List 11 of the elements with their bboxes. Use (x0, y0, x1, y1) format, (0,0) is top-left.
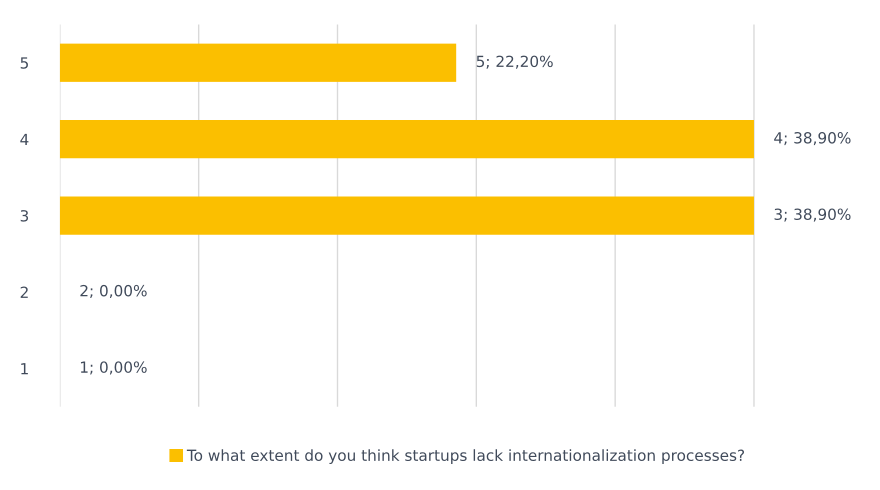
y-tick-label: 2 (20, 286, 28, 298)
text: 1; 0,00% (80, 361, 147, 374)
text: 3; 38,90% (774, 208, 851, 222)
y-tick-label: 4 (20, 134, 28, 145)
y-tick-label: 1 (21, 363, 28, 374)
text: 4; 38,90% (774, 132, 851, 146)
legend-label: To what extent do you think startups lack internationalization processes? (186, 449, 744, 464)
y-tick-label: 5 (20, 57, 28, 69)
text: 2; 0,00% (80, 284, 147, 298)
text: 5; 22,20% (476, 56, 553, 69)
y-tick-label: 3 (20, 210, 28, 222)
